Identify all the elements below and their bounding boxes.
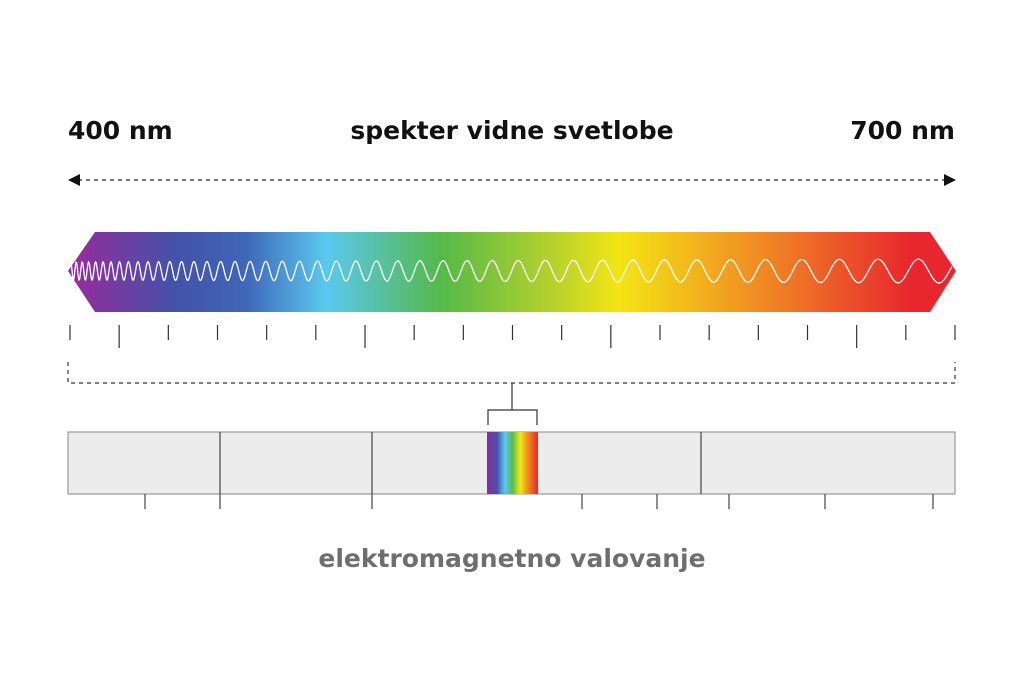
scale-ticks <box>69 325 956 348</box>
right-label: 700 nm <box>850 116 955 145</box>
title: spekter vidne svetlobe <box>350 116 673 145</box>
bracket <box>67 362 956 384</box>
em-dividers <box>144 432 934 509</box>
connector <box>487 383 538 425</box>
spectrum-bar <box>68 232 956 312</box>
wave <box>69 258 953 284</box>
left-label: 400 nm <box>68 116 173 145</box>
visible-band <box>487 432 538 494</box>
range-arrow <box>68 174 956 186</box>
footer-label: elektromagnetno valovanje <box>318 544 705 573</box>
